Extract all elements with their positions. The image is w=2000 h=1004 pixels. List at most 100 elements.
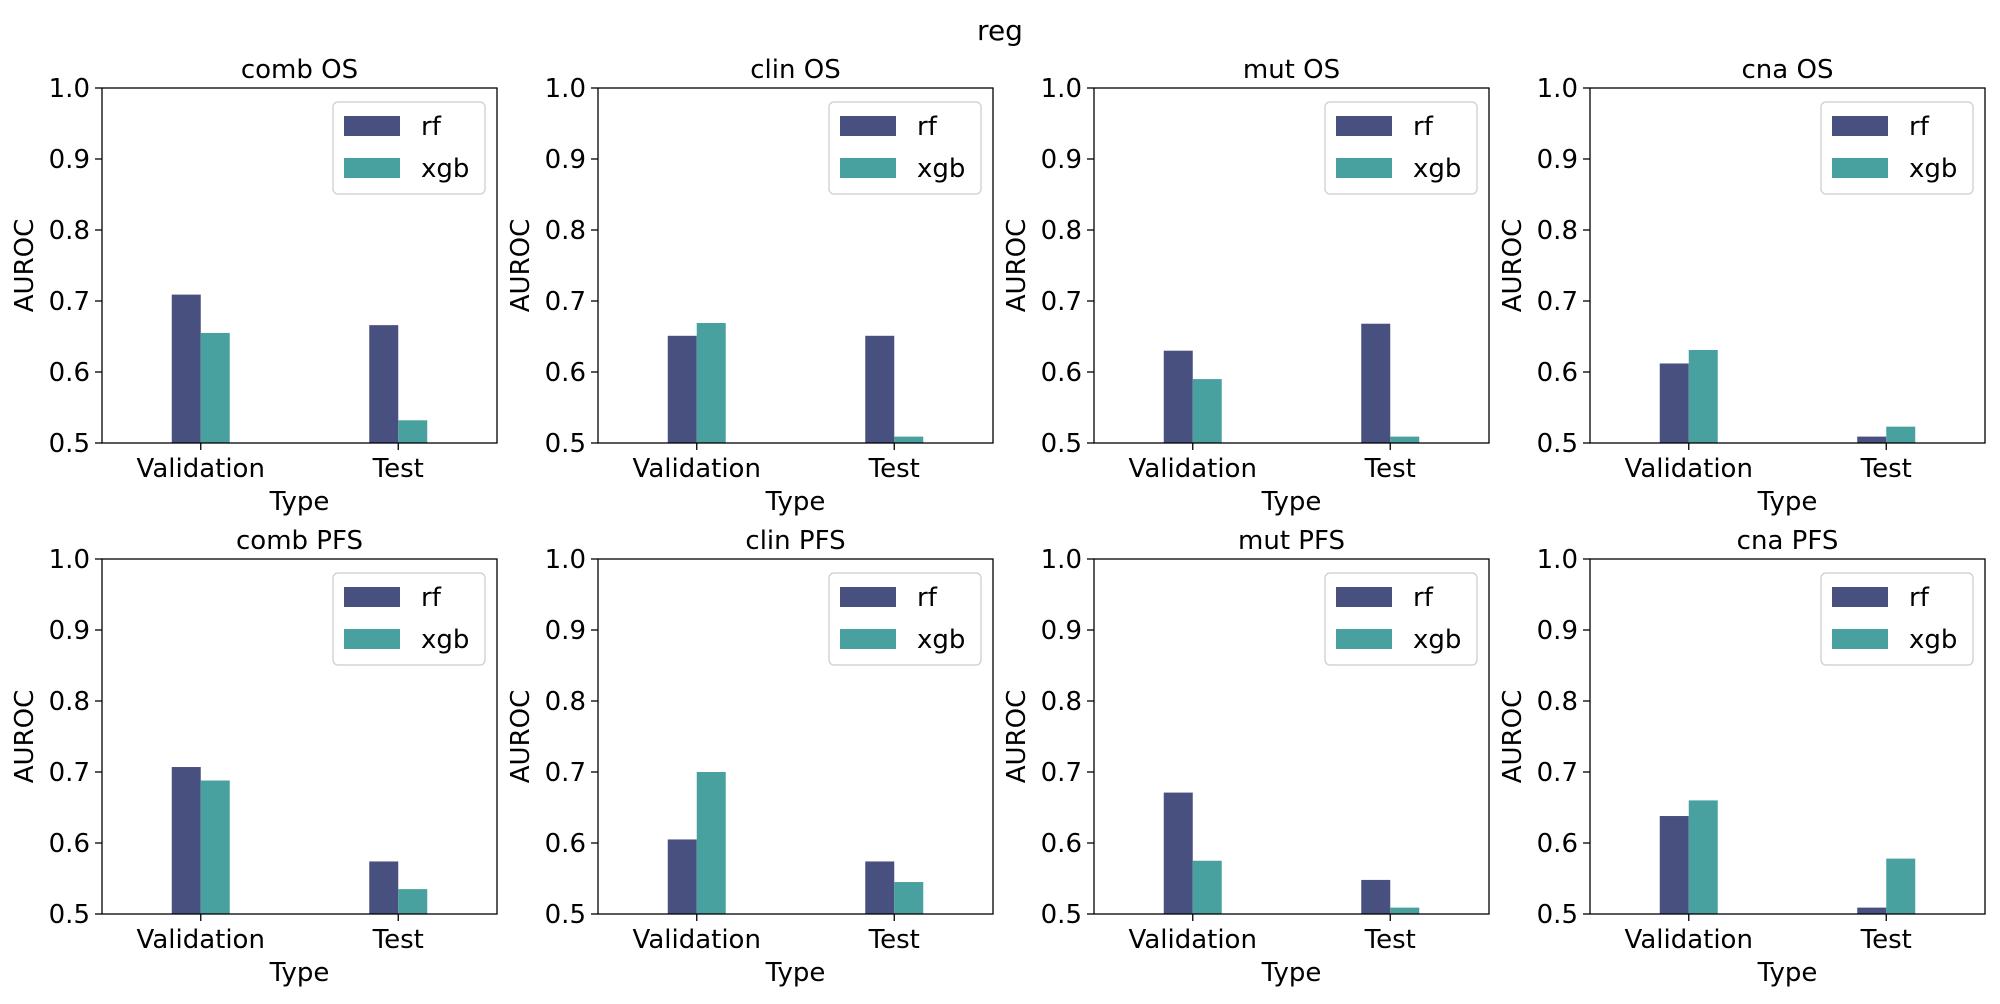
y-tick-label: 0.7 (1537, 758, 1578, 788)
legend-label-xgb: xgb (421, 154, 469, 184)
chart-panel: mut OS 0.5 0.6 0.7 0.8 0.9 1.0 Validation Test Ty… (1002, 55, 1490, 517)
y-axis-label: AUROC (1002, 219, 1032, 313)
y-tick-label: 0.8 (1537, 216, 1578, 246)
x-tick-label: Validation (1129, 925, 1257, 955)
y-tick-label: 0.7 (49, 287, 90, 317)
legend-label-rf: rf (421, 112, 442, 142)
bar-rf-validation (667, 839, 697, 914)
y-tick-label: 0.5 (49, 429, 90, 459)
y-axis-label: AUROC (10, 219, 40, 313)
chart-panel: mut PFS 0.5 0.6 0.7 0.8 0.9 1.0 Validation Test T… (1002, 526, 1490, 988)
y-tick-label: 0.9 (49, 145, 90, 175)
x-tick-label: Test (372, 925, 424, 955)
bar-xgb-test (398, 420, 428, 443)
y-tick-label: 0.8 (1041, 687, 1082, 717)
bar-xgb-test (1886, 426, 1916, 443)
chart-title: mut PFS (1238, 526, 1345, 556)
y-tick-label: 1.0 (1041, 74, 1082, 104)
x-axis-label: Type (1261, 487, 1322, 517)
legend-label-xgb: xgb (917, 625, 965, 655)
y-tick-label: 0.5 (545, 900, 586, 930)
x-axis-label: Type (765, 487, 826, 517)
bar-rf-validation (667, 335, 697, 443)
bar-rf-validation (171, 767, 201, 914)
y-tick-label: 1.0 (49, 74, 90, 104)
y-tick-label: 1.0 (1041, 545, 1082, 575)
legend-swatch-xgb (1336, 158, 1392, 178)
chart-title: cna OS (1742, 55, 1834, 85)
x-tick-label: Validation (137, 454, 265, 484)
legend-swatch-rf (344, 116, 400, 136)
y-axis-label: AUROC (506, 219, 536, 313)
x-tick-label: Test (1860, 925, 1912, 955)
bar-rf-validation (1163, 792, 1193, 914)
y-tick-label: 0.8 (545, 687, 586, 717)
legend-label-xgb: xgb (421, 625, 469, 655)
legend-label-xgb: xgb (1413, 625, 1461, 655)
legend-label-xgb: xgb (1909, 154, 1957, 184)
bar-xgb-test (894, 882, 924, 914)
legend-swatch-xgb (840, 629, 896, 649)
x-tick-label: Test (868, 925, 920, 955)
y-tick-label: 1.0 (1537, 545, 1578, 575)
y-tick-label: 0.6 (545, 358, 586, 388)
x-tick-label: Validation (633, 925, 761, 955)
bar-rf-test (1361, 879, 1391, 914)
plot-frame (1093, 558, 1490, 915)
legend-swatch-xgb (1832, 629, 1888, 649)
y-tick-label: 0.7 (49, 758, 90, 788)
x-tick-label: Validation (1129, 454, 1257, 484)
legend-label-rf: rf (421, 583, 442, 613)
legend-label-rf: rf (1909, 112, 1930, 142)
bar-rf-validation (171, 294, 201, 443)
y-tick-label: 0.9 (545, 616, 586, 646)
legend-swatch-xgb (344, 158, 400, 178)
bar-xgb-validation (1192, 379, 1222, 443)
bar-xgb-validation (200, 780, 230, 914)
legend-swatch-xgb (1336, 629, 1392, 649)
y-tick-label: 0.6 (1537, 829, 1578, 859)
legend-swatch-rf (344, 587, 400, 607)
y-tick-label: 0.8 (1041, 216, 1082, 246)
bar-xgb-validation (1688, 349, 1718, 443)
bar-rf-test (369, 861, 399, 914)
y-tick-label: 1.0 (49, 545, 90, 575)
chart-panel: cna OS 0.5 0.6 0.7 0.8 0.9 1.0 Validation Test Ty… (1498, 55, 1986, 517)
chart-panel: comb PFS 0.5 0.6 0.7 0.8 0.9 1.0 Validation Test… (10, 526, 498, 988)
bar-xgb-test (1390, 907, 1420, 914)
legend-label-rf: rf (917, 583, 938, 613)
legend-swatch-rf (1336, 587, 1392, 607)
chart-title: comb OS (241, 55, 358, 85)
y-tick-label: 0.7 (1537, 287, 1578, 317)
y-tick-label: 0.6 (1041, 358, 1082, 388)
y-tick-label: 0.5 (545, 429, 586, 459)
x-tick-label: Test (868, 454, 920, 484)
y-tick-label: 0.8 (1537, 687, 1578, 717)
legend-label-rf: rf (1909, 583, 1930, 613)
y-tick-label: 0.5 (1041, 900, 1082, 930)
plot-frame (1589, 87, 1986, 444)
y-tick-label: 0.7 (545, 758, 586, 788)
y-axis-label: AUROC (1498, 219, 1528, 313)
x-axis-label: Type (765, 958, 826, 988)
x-tick-label: Test (1364, 925, 1416, 955)
legend-label-xgb: xgb (917, 154, 965, 184)
y-tick-label: 0.5 (1537, 429, 1578, 459)
y-tick-label: 0.5 (1537, 900, 1578, 930)
bar-xgb-validation (696, 772, 726, 914)
y-tick-label: 0.6 (1537, 358, 1578, 388)
y-tick-label: 0.9 (1537, 145, 1578, 175)
y-tick-label: 0.6 (49, 358, 90, 388)
figure-suptitle: reg (977, 14, 1023, 47)
bar-xgb-test (1390, 436, 1420, 443)
y-tick-label: 0.5 (49, 900, 90, 930)
legend-swatch-rf (840, 587, 896, 607)
chart-panels: comb OS 0.5 0.6 0.7 0.8 0.9 1.0 Validation Test T… (10, 55, 1986, 988)
bar-xgb-validation (200, 332, 230, 443)
y-tick-label: 0.7 (1041, 287, 1082, 317)
y-tick-label: 0.9 (1041, 616, 1082, 646)
chart-title: comb PFS (236, 526, 363, 556)
plot-frame (597, 87, 994, 444)
y-tick-label: 0.6 (49, 829, 90, 859)
